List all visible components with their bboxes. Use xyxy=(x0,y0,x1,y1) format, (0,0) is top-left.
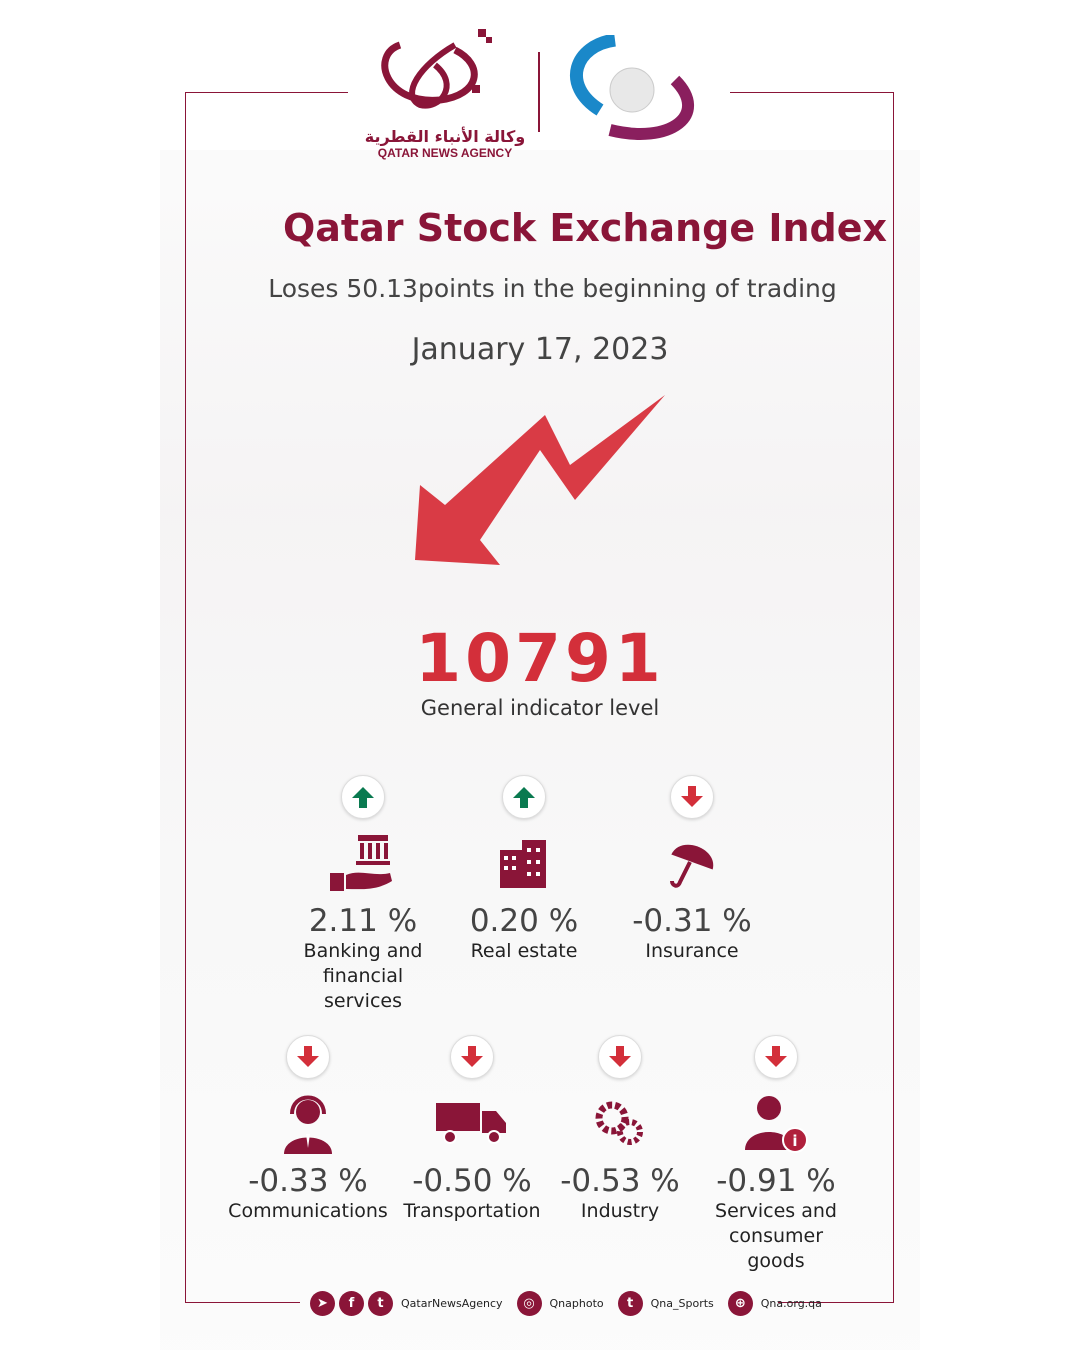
sector-name: Communications xyxy=(228,1200,388,1222)
partner-logo xyxy=(570,35,694,140)
down-trend-arrow-icon xyxy=(415,395,665,565)
sector-card: -0.31 % Insurance xyxy=(602,775,782,964)
sector-change: -0.50 % xyxy=(412,1163,532,1199)
sector-name: Transportation xyxy=(403,1200,541,1222)
facebook-icon[interactable]: f xyxy=(339,1290,364,1316)
social-handle[interactable]: Qnaphoto xyxy=(549,1296,604,1310)
sector-change: -0.91 % xyxy=(716,1163,836,1199)
gears-icon xyxy=(530,1091,710,1155)
frame-line xyxy=(185,92,348,93)
frame-line xyxy=(893,92,894,1302)
arrow-up-icon xyxy=(341,775,385,819)
sector-name: Industry xyxy=(580,1200,660,1222)
subtitle: Loses 50.13points in the beginning of tr… xyxy=(268,274,837,303)
social-handle[interactable]: Qna.org.qa xyxy=(760,1296,822,1310)
logo-english: QATAR NEWS AGENCY xyxy=(377,146,513,160)
sector-name: Insurance xyxy=(645,940,739,962)
telegram-icon[interactable]: ➤ xyxy=(310,1290,335,1316)
headset-agent-icon xyxy=(218,1091,398,1155)
arrow-down-icon xyxy=(598,1035,642,1079)
logo-divider xyxy=(538,52,540,132)
sector-change: -0.53 % xyxy=(560,1163,680,1199)
frame-line xyxy=(185,92,186,1302)
sector-card: i -0.91 % Services and consumer goods xyxy=(686,1035,866,1274)
arrow-up-icon xyxy=(502,775,546,819)
sector-card: -0.53 % Industry xyxy=(530,1035,710,1224)
logo-arabic: وكالة الأنباء القطرية xyxy=(364,127,526,146)
sector-name: Real estate xyxy=(470,940,578,962)
sector-card: 0.20 % Real estate xyxy=(434,775,614,964)
sector-card: -0.50 % Transportation xyxy=(382,1035,562,1224)
svg-text:i: i xyxy=(792,1132,797,1150)
qna-logo: وكالة الأنباء القطرية QATAR NEWS AGENCY xyxy=(360,25,530,165)
index-value: 10791 xyxy=(415,620,665,697)
page-title: Qatar Stock Exchange Index xyxy=(282,206,887,250)
sector-change: -0.33 % xyxy=(248,1163,368,1199)
instagram-icon[interactable]: ◎ xyxy=(516,1290,542,1316)
sector-change: 0.20 % xyxy=(469,903,579,939)
twitter-icon[interactable]: t xyxy=(368,1290,393,1316)
sector-change: -0.31 % xyxy=(632,903,752,939)
arrow-down-icon xyxy=(286,1035,330,1079)
globe-icon[interactable]: ⊕ xyxy=(727,1290,753,1316)
agent-info-icon: i xyxy=(686,1091,866,1155)
arrow-down-icon xyxy=(754,1035,798,1079)
sector-card: 2.11 % Banking and financial services xyxy=(273,775,453,1014)
sector-name: Banking and financial services xyxy=(303,940,423,1012)
umbrella-icon xyxy=(602,831,782,895)
arrow-down-icon xyxy=(450,1035,494,1079)
index-label: General indicator level xyxy=(420,696,660,720)
sector-card: -0.33 % Communications xyxy=(218,1035,398,1224)
building-icon xyxy=(434,831,614,895)
arrow-down-icon xyxy=(670,775,714,819)
social-handle[interactable]: QatarNewsAgency xyxy=(401,1296,503,1310)
truck-icon xyxy=(382,1091,562,1155)
frame-line xyxy=(778,1302,894,1303)
bank-hand-icon xyxy=(273,831,453,895)
frame-line xyxy=(185,1302,300,1303)
date: January 17, 2023 xyxy=(411,332,669,367)
frame-line xyxy=(730,92,894,93)
twitter-icon[interactable]: t xyxy=(617,1290,643,1316)
sector-name: Services and consumer goods xyxy=(715,1200,837,1272)
social-handle[interactable]: Qna_Sports xyxy=(650,1296,714,1310)
sector-change: 2.11 % xyxy=(308,903,418,939)
social-footer: ➤ f t QatarNewsAgency ◎ Qnaphoto t Qna_S… xyxy=(310,1290,832,1316)
